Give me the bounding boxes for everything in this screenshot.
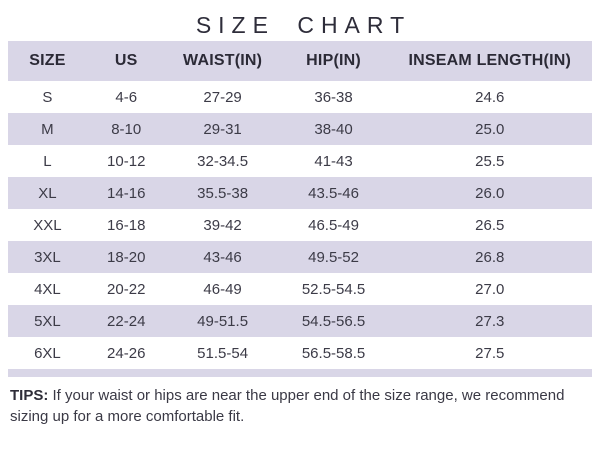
table-cell: 5XL <box>8 305 87 337</box>
table-cell: 46-49 <box>203 280 242 298</box>
col-header-size: SIZE <box>8 41 87 81</box>
table-cell: 27-29 <box>203 88 242 106</box>
table-cell: 4-6 <box>115 88 138 106</box>
table-row: XL 14-16 35.5-38 43.5-46 26.0 <box>8 177 592 209</box>
table-cell: 25.5 <box>475 152 505 170</box>
table-cell: 27.0 <box>475 280 505 298</box>
table-row: M 8-10 29-31 38-40 25.0 <box>8 113 592 145</box>
table-cell: 22-24 <box>86 305 166 337</box>
table-cell: 14-16 <box>86 177 166 209</box>
table-cell: XL <box>8 177 87 209</box>
table-cell: 8-10 <box>86 113 166 145</box>
table-cell: 43.5-46 <box>279 177 388 209</box>
table-cell: 49.5-52 <box>279 241 388 273</box>
table-cell: 18-20 <box>86 241 166 273</box>
table-row: 4XL 20-22 46-49 52.5-54.5 27.0 <box>8 273 592 305</box>
table-cell: 26.0 <box>387 177 592 209</box>
table-cell: 38-40 <box>279 113 388 145</box>
page-title: SIZE CHART <box>195 12 412 38</box>
table-cell: 43-46 <box>165 241 280 273</box>
table-cell: 35.5-38 <box>165 177 280 209</box>
table-cell: 56.5-58.5 <box>301 344 366 362</box>
table-cell: 52.5-54.5 <box>301 280 366 298</box>
table-cell: 36-38 <box>314 88 353 106</box>
table-cell: 54.5-56.5 <box>279 305 388 337</box>
table-row: 6XL 24-26 51.5-54 56.5-58.5 27.5 <box>8 337 592 369</box>
table-row: XXL 16-18 39-42 46.5-49 26.5 <box>8 209 592 241</box>
col-header-waist: WAIST(IN) <box>165 41 280 81</box>
size-chart-table: SIZE US WAIST(IN) HIP(IN) INSEAM LENGTH(… <box>8 41 592 369</box>
table-row: 5XL 22-24 49-51.5 54.5-56.5 27.3 <box>8 305 592 337</box>
table-cell: 6XL <box>34 344 61 362</box>
table-footer-bar <box>8 369 592 377</box>
table-cell: XXL <box>33 216 62 234</box>
table-cell: 16-18 <box>107 216 146 234</box>
size-table-body: S 4-6 27-29 36-38 24.6 M 8-10 29-31 38-40 25.0 L 10… <box>8 81 592 369</box>
table-cell: 32-34.5 <box>197 152 249 170</box>
table-cell: 26.5 <box>475 216 505 234</box>
table-cell: 25.0 <box>387 113 592 145</box>
header-row: SIZE US WAIST(IN) HIP(IN) INSEAM LENGTH(… <box>8 41 592 81</box>
table-row: L 10-12 32-34.5 41-43 25.5 <box>8 145 592 177</box>
table-cell: 24-26 <box>107 344 146 362</box>
table-cell: 41-43 <box>314 152 353 170</box>
tips-note: TIPS: If your waist or hips are near the… <box>10 385 592 428</box>
table-cell: 49-51.5 <box>165 305 280 337</box>
table-cell: 4XL <box>34 280 61 298</box>
tips-text: If your waist or hips are near the upper… <box>10 387 565 426</box>
table-cell: 27.3 <box>387 305 592 337</box>
table-cell: 27.5 <box>475 344 505 362</box>
col-header-us: US <box>86 41 166 81</box>
table-cell: M <box>8 113 87 145</box>
tips-label: TIPS: <box>10 387 49 404</box>
table-cell: 51.5-54 <box>197 344 249 362</box>
table-cell: 39-42 <box>203 216 242 234</box>
table-cell: S <box>42 88 53 106</box>
table-cell: 24.6 <box>475 88 505 106</box>
table-row: S 4-6 27-29 36-38 24.6 <box>8 81 592 113</box>
table-cell: L <box>43 152 52 170</box>
table-cell: 26.8 <box>387 241 592 273</box>
table-cell: 3XL <box>8 241 87 273</box>
table-cell: 20-22 <box>107 280 146 298</box>
table-row: 3XL 18-20 43-46 49.5-52 26.8 <box>8 241 592 273</box>
table-cell: 29-31 <box>165 113 280 145</box>
table-cell: 46.5-49 <box>308 216 359 234</box>
table-cell: 10-12 <box>107 152 146 170</box>
col-header-hip: HIP(IN) <box>279 41 388 81</box>
col-header-inseam: INSEAM LENGTH(IN) <box>387 41 592 81</box>
